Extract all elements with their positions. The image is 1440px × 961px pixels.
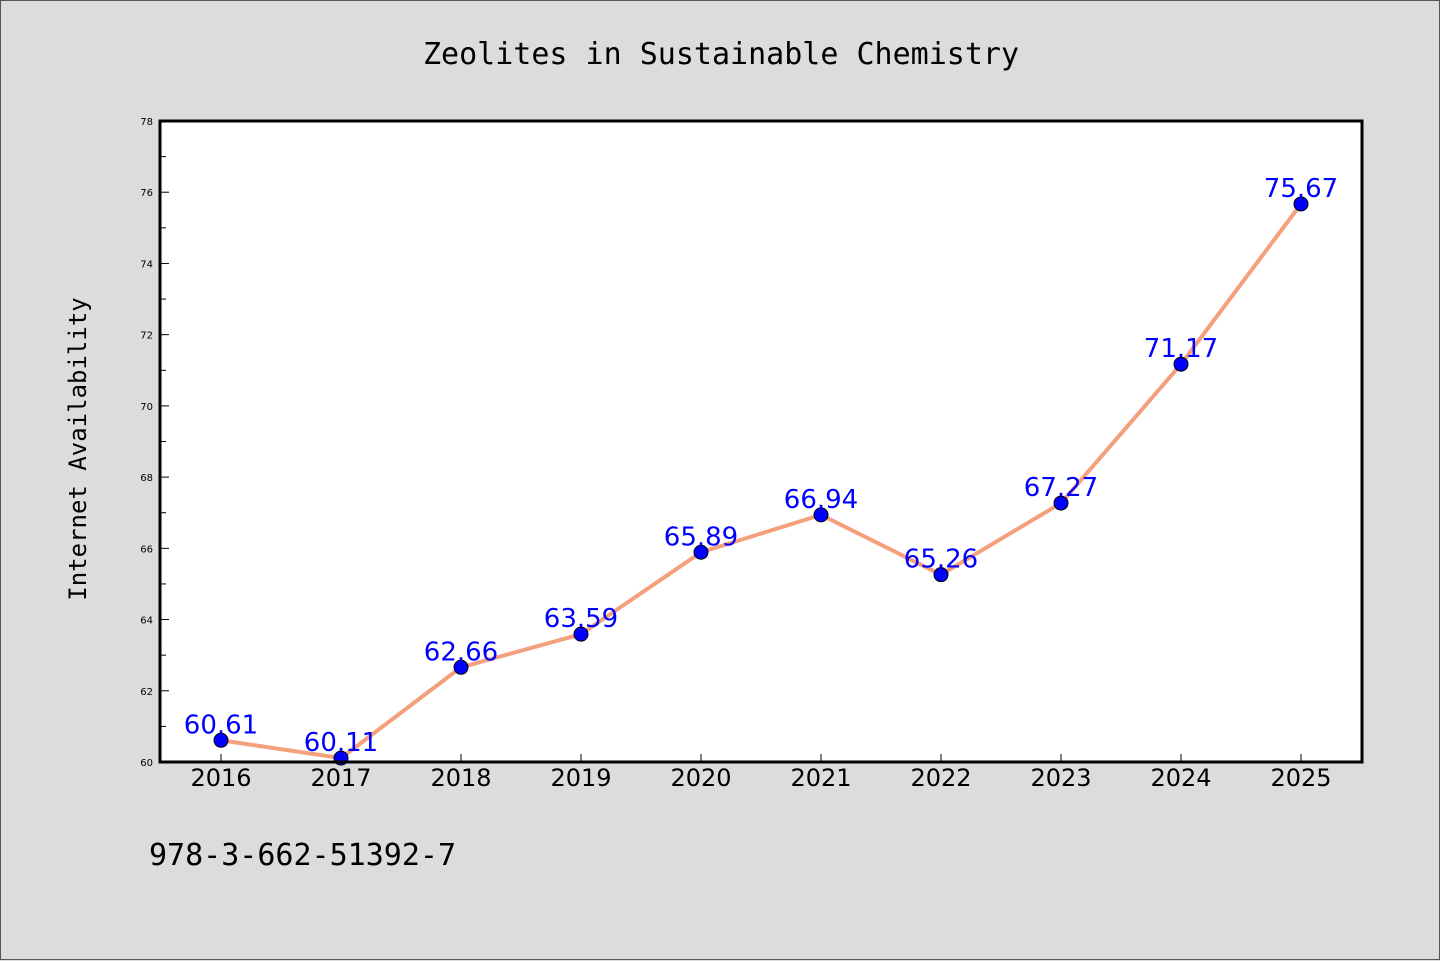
y-tick-label: 62 — [140, 687, 153, 698]
y-tick-label: 64 — [140, 616, 153, 627]
x-tick-label: 2023 — [1030, 764, 1091, 792]
x-tick-label: 2021 — [790, 764, 851, 792]
x-axis-ticks: 2016 2017 2018 2019 2020 2021 2022 2023 2024 2025 — [190, 754, 1332, 792]
plot-frame — [158, 119, 1364, 764]
data-point — [213, 732, 229, 748]
x-tick-label: 2019 — [550, 764, 611, 792]
x-tick-label: 2024 — [1150, 764, 1211, 792]
data-point — [1053, 495, 1069, 511]
x-tick-label: 2025 — [1270, 764, 1331, 792]
data-labels: 60.61 60.11 62.66 63.59 65.89 66.94 65.26 67.27… — [184, 174, 1338, 758]
isbn-footer: 978-3-662-51392-7 — [149, 838, 456, 873]
x-tick-label: 2017 — [310, 764, 371, 792]
x-tick-label: 2020 — [670, 764, 731, 792]
y-axis-label: Internet Availability — [64, 297, 92, 600]
y-tick-label: 78 — [140, 117, 153, 128]
data-point — [813, 507, 829, 523]
data-label: 66.94 — [784, 485, 858, 515]
y-tick-label: 72 — [140, 331, 153, 342]
data-label: 75.67 — [1264, 174, 1338, 204]
data-point-markers — [213, 196, 1309, 766]
data-label: 63.59 — [544, 604, 618, 634]
data-point — [933, 567, 949, 583]
data-point — [693, 544, 709, 560]
x-tick-label: 2018 — [430, 764, 491, 792]
series-line-group — [219, 201, 1303, 761]
data-point — [453, 659, 469, 675]
data-point — [1173, 356, 1189, 372]
y-tick-label: 60 — [140, 758, 153, 769]
y-tick-label: 66 — [140, 544, 153, 555]
plot-area — [160, 121, 1362, 762]
data-label: 71.17 — [1144, 334, 1218, 364]
data-label: 67.27 — [1024, 473, 1098, 503]
data-label: 62.66 — [424, 637, 498, 667]
y-tick-label: 76 — [140, 188, 153, 199]
data-label: 65.89 — [664, 522, 738, 552]
data-point — [1293, 196, 1309, 212]
y-tick-label: 68 — [140, 473, 153, 484]
data-label: 65.26 — [904, 545, 978, 575]
y-tick-label: 74 — [140, 259, 153, 270]
data-label: 60.11 — [304, 728, 378, 758]
data-point — [573, 626, 589, 642]
x-tick-label: 2016 — [190, 764, 251, 792]
series-line — [219, 201, 1303, 761]
x-tick-label: 2022 — [910, 764, 971, 792]
chart-title: Zeolites in Sustainable Chemistry — [423, 37, 1019, 72]
data-label: 60.61 — [184, 710, 258, 740]
y-tick-label: 70 — [140, 402, 153, 413]
